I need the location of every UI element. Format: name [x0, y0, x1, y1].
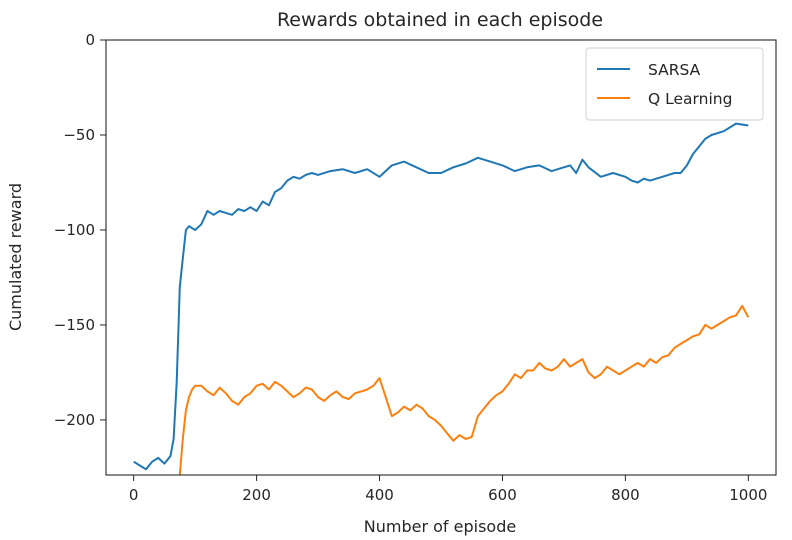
chart-title: Rewards obtained in each episode [277, 9, 603, 31]
x-axis: 0 200 400 600 800 1000 [129, 475, 767, 504]
y-tick-label: −100 [54, 221, 95, 239]
x-tick-label: 400 [365, 486, 394, 504]
x-tick-label: 800 [611, 486, 640, 504]
series-layer [133, 122, 750, 475]
y-tick-label: −200 [54, 411, 95, 429]
y-axis-label: Cumulated reward [6, 183, 25, 331]
series-line-sarsa [133, 122, 749, 471]
legend-label-q-learning: Q Learning [648, 90, 732, 108]
x-tick-label: 200 [242, 486, 271, 504]
x-axis-label: Number of episode [364, 517, 516, 536]
plot-area [105, 39, 777, 476]
y-axis: 0 −50 −100 −150 −200 [54, 31, 106, 429]
x-tick-label: 1000 [729, 486, 767, 504]
legend: SARSA Q Learning [585, 47, 764, 121]
y-tick-label: −150 [54, 316, 95, 334]
legend-label-sarsa: SARSA [648, 61, 701, 79]
plot-frame [105, 39, 777, 476]
y-tick-label: −50 [63, 126, 95, 144]
series-line-q-learning [178, 304, 750, 475]
y-tick-label: 0 [85, 31, 95, 49]
legend-box [585, 47, 764, 121]
x-tick-label: 0 [129, 486, 139, 504]
x-tick-label: 600 [488, 486, 517, 504]
